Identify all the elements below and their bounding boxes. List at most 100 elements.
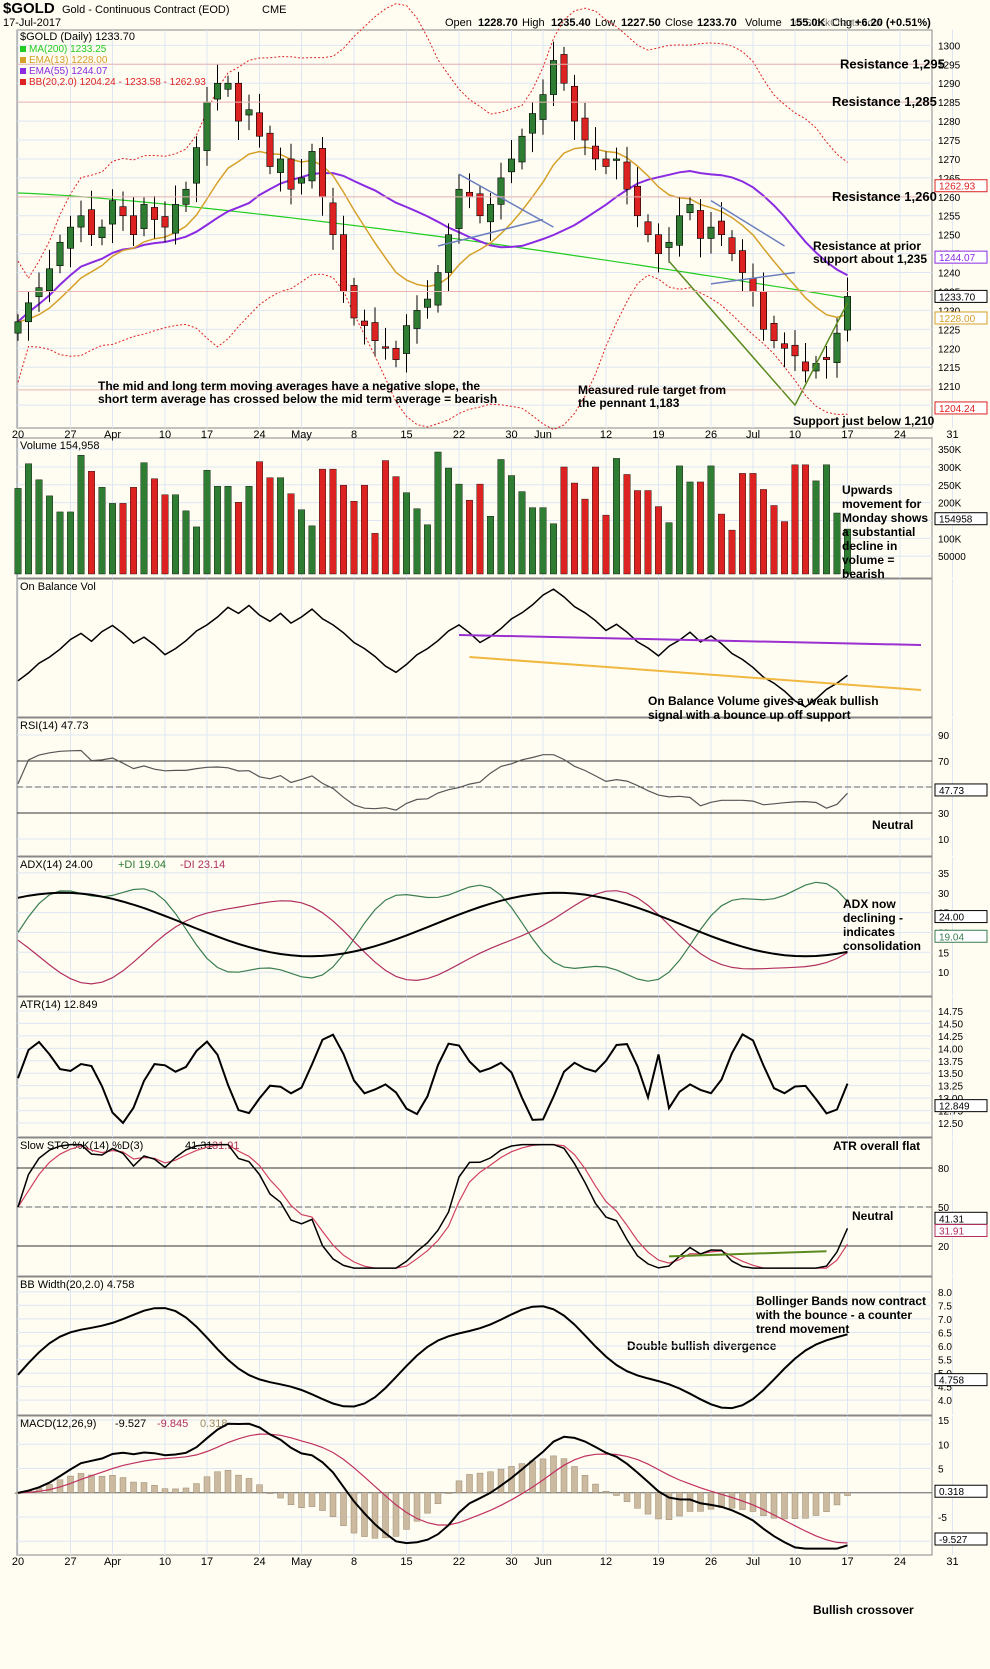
y-tick-label: 100K bbox=[938, 534, 962, 545]
rsi-panel-title: RSI(14) 47.73 bbox=[20, 720, 88, 732]
trendline bbox=[437, 218, 544, 247]
macd-signal-line bbox=[17, 1433, 848, 1544]
x-tick-label: 27 bbox=[64, 1556, 76, 1568]
x-tick-label: Jun bbox=[534, 1556, 552, 1568]
macd-panel-title: MACD(12,26,9) bbox=[20, 1418, 96, 1430]
volume-bar bbox=[707, 465, 715, 575]
candle-body bbox=[770, 322, 778, 341]
candle-body bbox=[67, 226, 75, 249]
stoch-d-legend: 31.91 bbox=[212, 1140, 240, 1152]
trendline bbox=[458, 173, 554, 228]
annotation-text: Resistance 1,285 bbox=[832, 94, 937, 109]
value-tag: 1233.70 bbox=[939, 292, 976, 303]
macd-hist-bar bbox=[560, 1458, 568, 1493]
x-tick-label: 10 bbox=[789, 429, 801, 441]
volume-bar bbox=[749, 473, 757, 575]
candle-body bbox=[570, 85, 578, 122]
macd-hist-bar bbox=[466, 1474, 473, 1493]
volume-bar bbox=[382, 460, 389, 575]
x-tick-label: 19 bbox=[652, 429, 664, 441]
y-tick-label: 200K bbox=[938, 499, 962, 510]
y-tick-label: 1215 bbox=[938, 363, 961, 374]
volume-bar bbox=[697, 481, 704, 575]
annotation-text: bearish bbox=[842, 567, 885, 581]
value-tag: 24.00 bbox=[939, 913, 964, 924]
macd-hist-bar bbox=[245, 1478, 253, 1493]
candle-body bbox=[791, 344, 799, 357]
macd-legend: -9.527 bbox=[115, 1418, 146, 1430]
volume-bar bbox=[298, 509, 305, 575]
x-tick-label: Apr bbox=[104, 429, 121, 441]
value-tag: 1228.00 bbox=[939, 314, 976, 325]
candle-body bbox=[392, 347, 400, 360]
candle-body bbox=[14, 321, 22, 334]
y-tick-label: 1285 bbox=[938, 98, 961, 109]
x-tick-label: 17 bbox=[841, 1556, 853, 1568]
candle-body bbox=[738, 250, 746, 273]
high-value: 1235.40 bbox=[551, 17, 591, 29]
macd-hist-bar bbox=[812, 1492, 820, 1516]
volume-bar bbox=[623, 474, 631, 575]
y-tick-label: 20 bbox=[938, 1242, 950, 1253]
macd-hist-bar bbox=[340, 1492, 347, 1527]
x-tick-label: 27 bbox=[64, 429, 76, 441]
y-tick-label: 7.5 bbox=[938, 1301, 952, 1312]
legend-entry: MA(200) 1233.25 bbox=[29, 44, 107, 55]
trendline-green bbox=[668, 260, 849, 407]
macd-hist-bar bbox=[644, 1492, 652, 1515]
macd-hist-bar bbox=[235, 1474, 242, 1493]
macd-hist-bar bbox=[476, 1472, 484, 1493]
candle-body bbox=[119, 206, 127, 217]
x-tick-label: 24 bbox=[253, 429, 265, 441]
value-tag-box bbox=[934, 910, 988, 924]
candle-body bbox=[413, 310, 421, 329]
macd-hist-bar bbox=[77, 1473, 85, 1493]
annotation-text: with the bounce - a counter bbox=[755, 1308, 912, 1322]
close-label: Close bbox=[665, 17, 693, 29]
macd-hist-bar bbox=[497, 1468, 505, 1493]
chg-label: Chg bbox=[832, 17, 852, 29]
y-tick-label: 8.0 bbox=[938, 1288, 952, 1299]
annotation-text: ADX now bbox=[843, 897, 896, 911]
value-tag: 154958 bbox=[939, 515, 973, 526]
x-tick-label: 15 bbox=[400, 429, 412, 441]
volume-bar bbox=[140, 462, 148, 575]
macd-hist-bar bbox=[287, 1492, 295, 1506]
annotation-text: Upwards bbox=[842, 483, 893, 497]
volume-bar bbox=[235, 502, 242, 575]
x-tick-label: 31 bbox=[946, 1556, 958, 1568]
volume-bar bbox=[287, 493, 295, 575]
x-tick-label: 10 bbox=[159, 1556, 171, 1568]
panel-frame bbox=[16, 29, 933, 429]
value-tag: 1244.07 bbox=[939, 253, 976, 264]
value-tag: 1204.24 bbox=[939, 404, 976, 415]
macd-hist-bar bbox=[791, 1492, 799, 1519]
macd-hist-bar bbox=[350, 1492, 358, 1534]
x-tick-label: 17 bbox=[841, 429, 853, 441]
candle-body bbox=[833, 332, 841, 363]
macd-hist-bar bbox=[592, 1483, 599, 1493]
annotation-text: trend movement bbox=[756, 1322, 849, 1336]
y-tick-label: 30 bbox=[938, 889, 950, 900]
value-tag-box bbox=[934, 512, 988, 526]
y-tick-label: 15 bbox=[938, 1416, 950, 1427]
signal-legend: -9.845 bbox=[157, 1418, 188, 1430]
annotation-text: decline in bbox=[842, 539, 897, 553]
candle-body bbox=[717, 220, 725, 235]
y-tick-label: 90 bbox=[938, 731, 950, 742]
macd-hist-bar bbox=[88, 1474, 95, 1493]
volume-bar bbox=[67, 511, 74, 575]
macd-hist-bar bbox=[172, 1488, 179, 1493]
volume-bar bbox=[466, 499, 473, 575]
candle-body bbox=[45, 268, 53, 292]
macd-hist-bar bbox=[823, 1492, 830, 1512]
volume-bar bbox=[98, 487, 106, 575]
x-tick-label: 19 bbox=[652, 1556, 664, 1568]
candle-body bbox=[381, 346, 389, 349]
volume-bar bbox=[655, 506, 662, 575]
legend-swatch bbox=[20, 46, 26, 52]
macd-hist-bar bbox=[371, 1492, 379, 1539]
watermark: © StockCharts.com bbox=[795, 18, 881, 29]
volume-bar bbox=[151, 478, 158, 575]
macd-hist-bar bbox=[392, 1492, 400, 1537]
